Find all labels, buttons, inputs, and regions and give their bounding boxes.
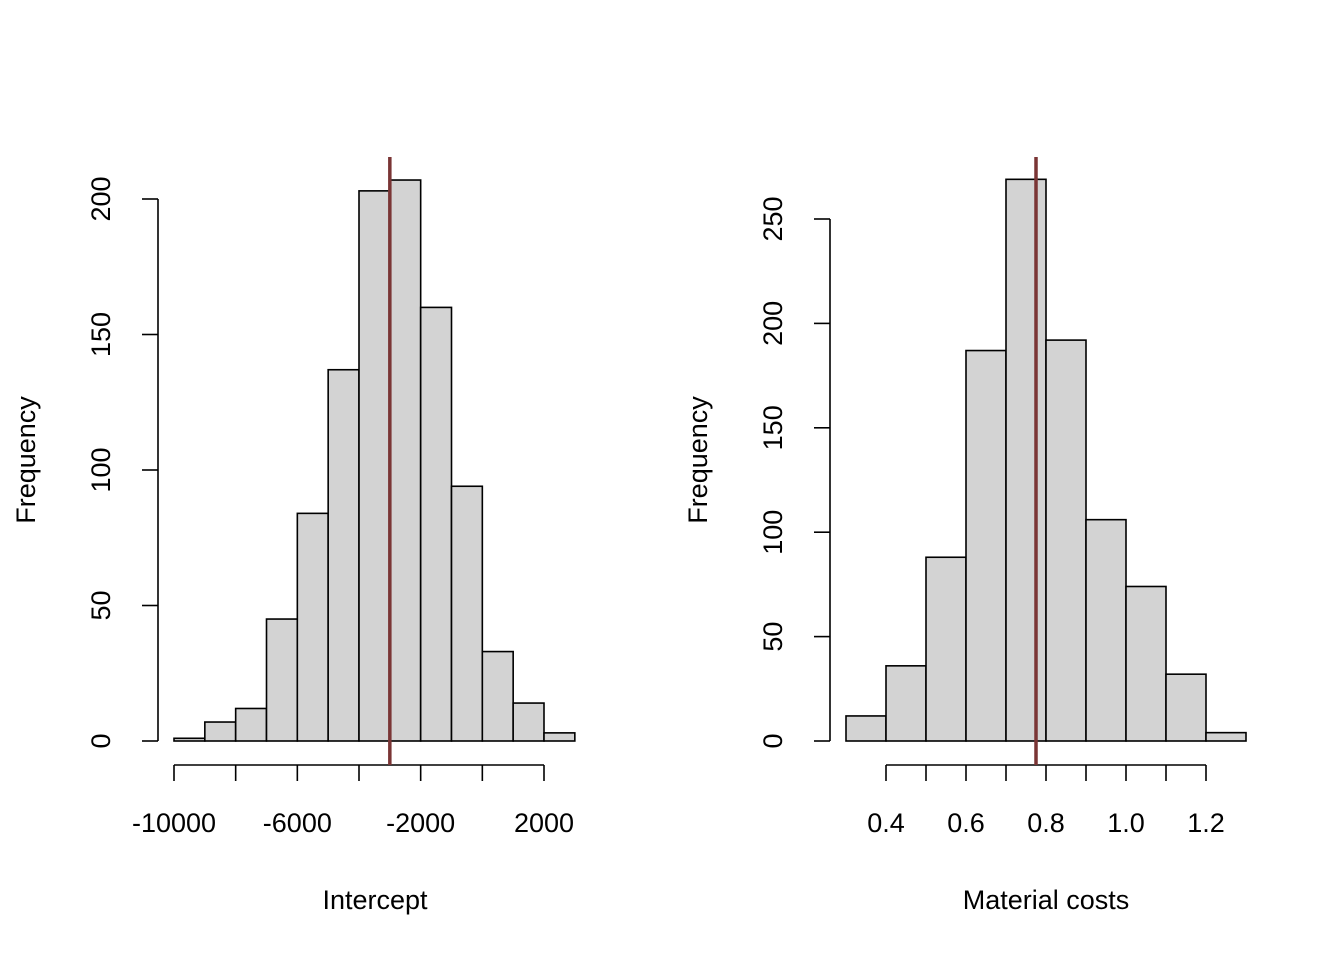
x-tick-label-6: 2000	[514, 808, 574, 838]
y-tick-label-5: 250	[758, 196, 788, 241]
x-tick-label-2: 0.6	[947, 808, 985, 838]
histogram-bar-1	[885, 665, 927, 742]
x-tick-label-2: -6000	[263, 808, 332, 838]
y-tick-label-2: 100	[86, 447, 116, 492]
histogram-bar-4	[296, 512, 329, 742]
histogram-bar-5	[1045, 339, 1087, 742]
histogram-bar-9	[1205, 731, 1247, 742]
histogram-bar-4	[1005, 178, 1047, 742]
histogram-bar-1	[204, 721, 237, 742]
x-tick-label-0: 0.4	[867, 808, 905, 838]
x-axis-label: Material costs	[963, 885, 1130, 915]
histogram-bar-8	[1165, 673, 1207, 742]
y-axis-label: Frequency	[11, 396, 41, 524]
x-tick-label-4: -2000	[386, 808, 455, 838]
x-tick-label-0: -10000	[132, 808, 216, 838]
y-axis-label: Frequency	[683, 396, 713, 524]
y-tick-label-0: 0	[86, 733, 116, 748]
x-tick-label-4: 0.8	[1027, 808, 1065, 838]
histogram-bar-12	[543, 732, 576, 742]
y-tick-label-0: 0	[758, 733, 788, 748]
histogram-bar-5	[327, 368, 360, 742]
histogram-bar-7	[1125, 585, 1167, 742]
y-tick-label-2: 100	[758, 510, 788, 555]
histogram-bar-0	[845, 715, 887, 742]
histogram-bar-6	[358, 190, 391, 742]
y-tick-label-4: 200	[86, 176, 116, 221]
y-tick-label-3: 150	[758, 405, 788, 450]
histogram-bar-11	[512, 702, 545, 742]
histogram-bar-8	[419, 306, 453, 742]
y-tick-label-1: 50	[86, 590, 116, 620]
histogram-bar-10	[481, 650, 514, 742]
intercept-histogram-panel: 0 50 100 150 200 -10000 -6000 -2000 2000 Intercep…	[11, 157, 576, 915]
material-costs-histogram-panel: 0 50 100 150 200 250 0.4 0.6 0.8 1.0 1.2 Material c…	[683, 157, 1247, 915]
histogram-bar-6	[1085, 518, 1127, 742]
histogram-bar-7	[389, 179, 422, 742]
x-tick-label-8: 1.2	[1187, 808, 1225, 838]
histogram-bar-0	[173, 737, 206, 742]
y-tick-label-1: 50	[758, 622, 788, 652]
x-axis-label: Intercept	[322, 885, 428, 915]
histogram-bar-3	[965, 349, 1007, 742]
y-tick-label-4: 200	[758, 301, 788, 346]
histogram-bar-9	[450, 485, 484, 742]
histogram-bar-2	[925, 556, 967, 742]
histogram-bar-3	[265, 618, 299, 742]
x-tick-label-6: 1.0	[1107, 808, 1145, 838]
histogram-bar-2	[234, 707, 268, 742]
y-tick-label-3: 150	[86, 312, 116, 357]
